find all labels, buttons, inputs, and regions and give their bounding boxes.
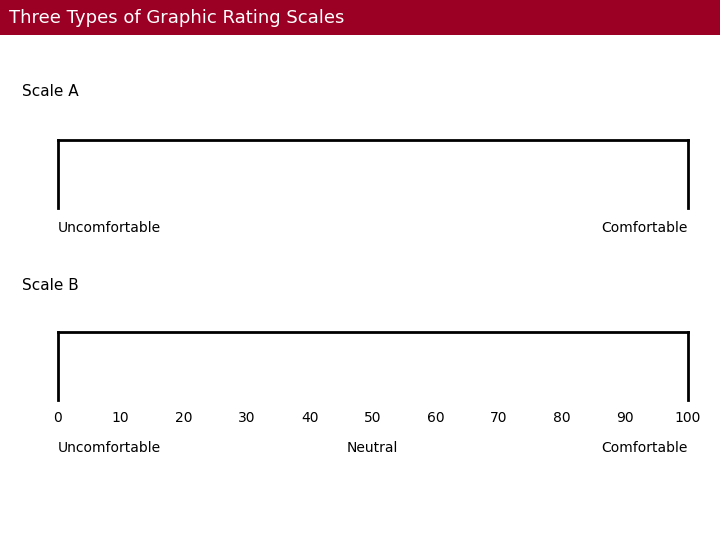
Text: 60: 60 <box>427 411 444 426</box>
Text: 0: 0 <box>53 411 62 426</box>
Text: 80: 80 <box>553 411 570 426</box>
Text: Scale A: Scale A <box>22 84 78 99</box>
Text: 40: 40 <box>301 411 318 426</box>
Text: Uncomfortable: Uncomfortable <box>58 441 161 455</box>
Text: Comfortable: Comfortable <box>601 441 688 455</box>
Text: 30: 30 <box>238 411 256 426</box>
Text: 20: 20 <box>175 411 192 426</box>
Text: Comfortable: Comfortable <box>601 221 688 235</box>
Text: Uncomfortable: Uncomfortable <box>58 221 161 235</box>
Bar <box>0 0 720 35</box>
Text: 50: 50 <box>364 411 382 426</box>
Text: Neutral: Neutral <box>347 441 398 455</box>
Text: 90: 90 <box>616 411 634 426</box>
Text: Scale B: Scale B <box>22 278 78 293</box>
Text: 10: 10 <box>112 411 130 426</box>
Text: Three Types of Graphic Rating Scales: Three Types of Graphic Rating Scales <box>9 9 344 26</box>
Text: 70: 70 <box>490 411 508 426</box>
Text: 100: 100 <box>675 411 701 426</box>
